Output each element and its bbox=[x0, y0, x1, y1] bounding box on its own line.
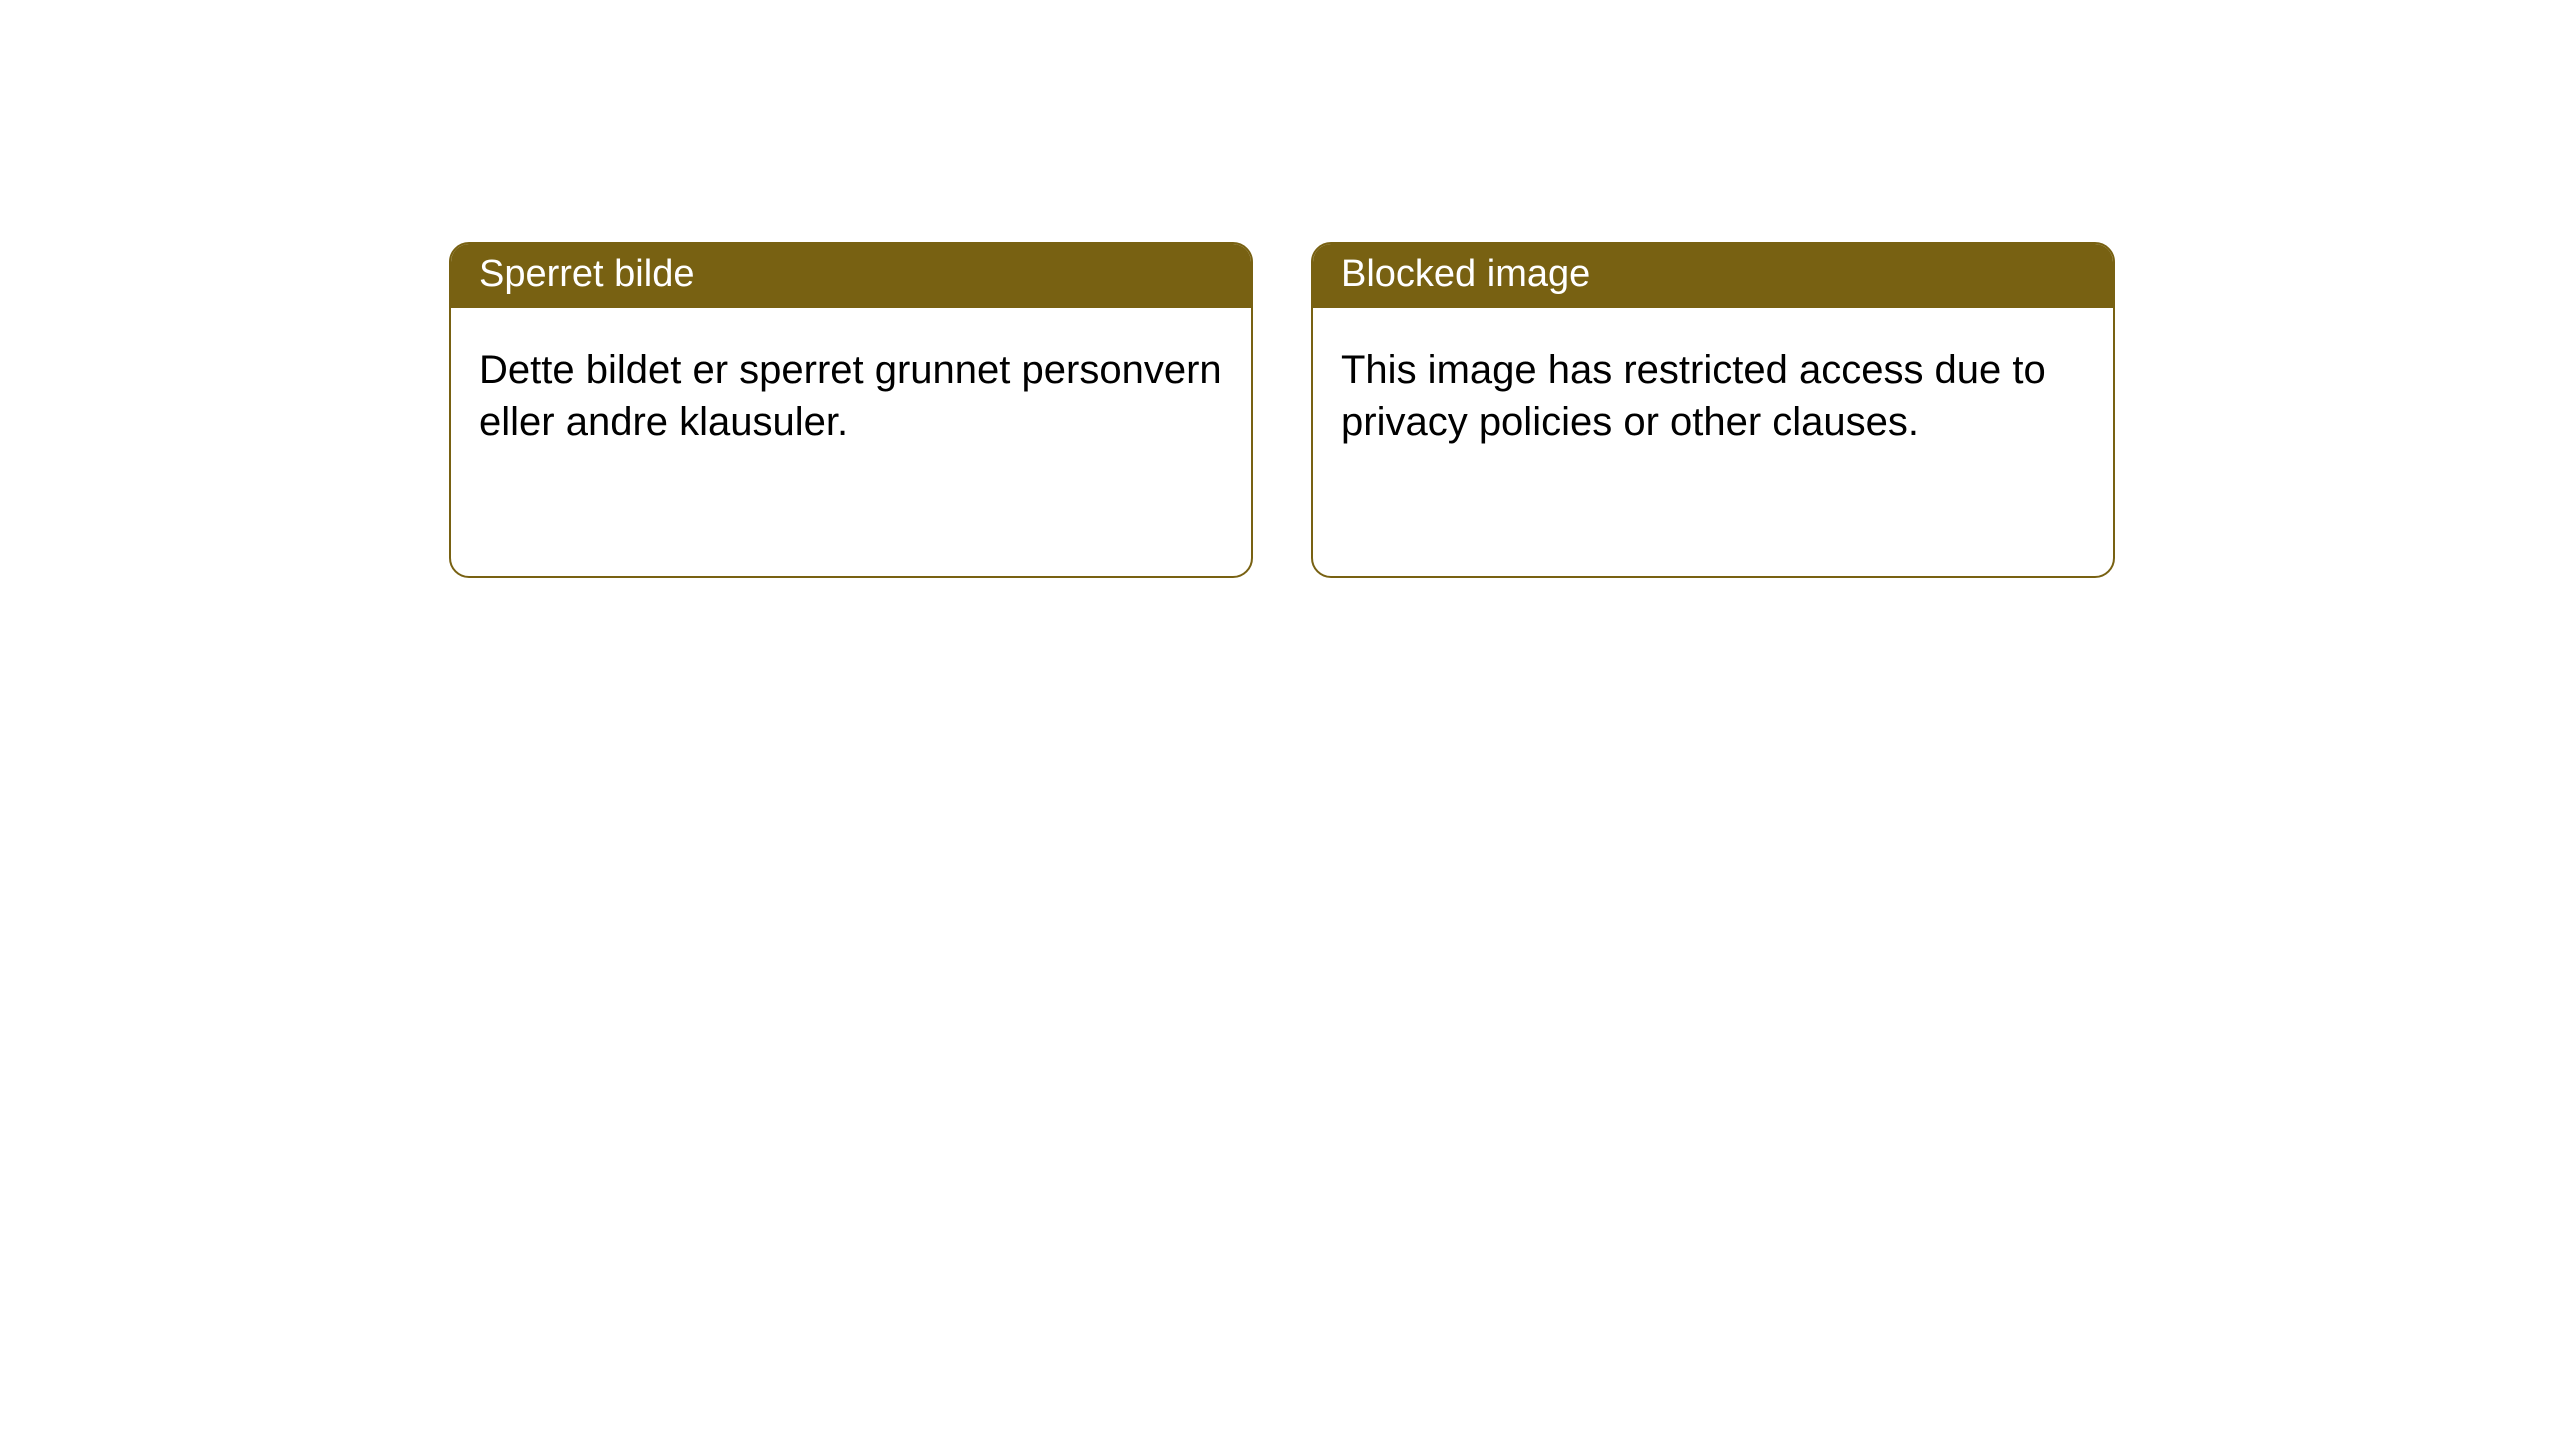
notice-cards-container: Sperret bilde Dette bildet er sperret gr… bbox=[449, 242, 2560, 578]
card-body: Dette bildet er sperret grunnet personve… bbox=[451, 308, 1251, 486]
notice-card-english: Blocked image This image has restricted … bbox=[1311, 242, 2115, 578]
card-body: This image has restricted access due to … bbox=[1313, 308, 2113, 486]
card-header: Sperret bilde bbox=[451, 244, 1251, 308]
card-title: Blocked image bbox=[1341, 253, 1590, 295]
card-header: Blocked image bbox=[1313, 244, 2113, 308]
card-body-text: Dette bildet er sperret grunnet personve… bbox=[479, 348, 1222, 445]
card-title: Sperret bilde bbox=[479, 253, 694, 295]
card-body-text: This image has restricted access due to … bbox=[1341, 348, 2046, 445]
notice-card-norwegian: Sperret bilde Dette bildet er sperret gr… bbox=[449, 242, 1253, 578]
